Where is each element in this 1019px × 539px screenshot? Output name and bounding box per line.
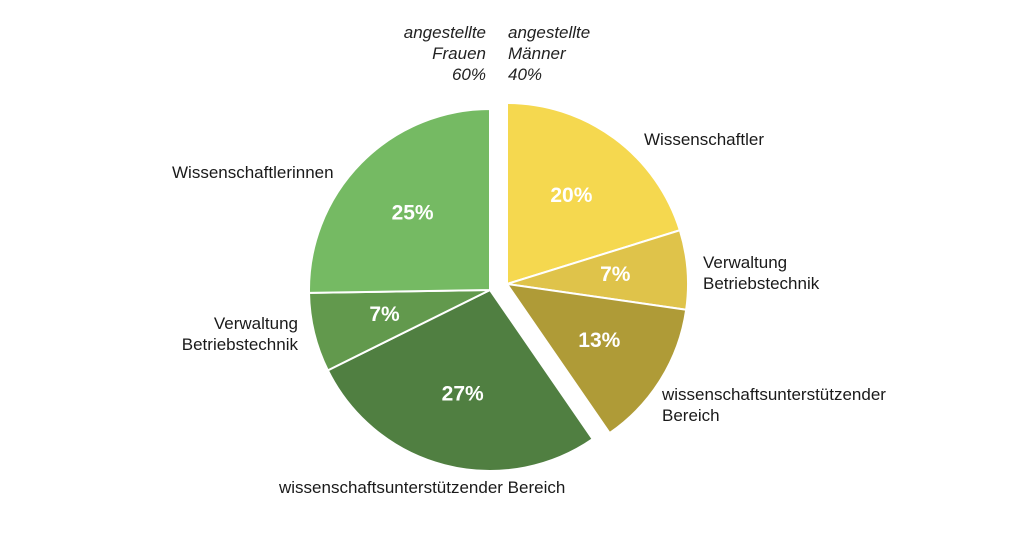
slice-label-wissenschaftsunterstuetzend-frauen: wissenschaftsunterstützender Bereich — [279, 477, 565, 498]
group-header-frauen-line-1: angestellte — [403, 23, 486, 42]
group-header-maenner: angestellte Männer 40% — [508, 22, 590, 85]
group-header-maenner-line-2: Männer — [508, 44, 566, 63]
slice-label-verwaltung-maenner: Verwaltung Betriebstechnik — [703, 252, 819, 294]
group-header-frauen-line-2: Frauen — [432, 44, 486, 63]
slice-wissenschaftsunterstuetzend-maenner-value-label: 13% — [578, 329, 620, 352]
group-header-frauen: angestellte Frauen 60% — [404, 22, 486, 85]
slice-label-verwaltung-frauen-line-2: Betriebstechnik — [181, 335, 298, 354]
slice-label-verwaltung-maenner-line-1: Verwaltung — [703, 253, 788, 272]
group-header-maenner-line-1: angestellte — [508, 23, 591, 42]
slice-label-verwaltung-frauen: Verwaltung Betriebstechnik — [182, 313, 298, 355]
slice-label-wissenschaftlerinnen: Wissenschaftlerinnen — [172, 162, 334, 183]
slice-verwaltung-maenner-value-label: 7% — [600, 263, 631, 286]
slice-label-wissenschaftsunterstuetzend-maenner: wissenschaftsunterstützender Bereich — [662, 384, 886, 426]
slice-label-wissenschaftler-line-1: Wissenschaftler — [644, 130, 764, 149]
slice-label-wissenschaftler: Wissenschaftler — [644, 129, 764, 150]
slice-wissenschaftlerinnen — [308, 108, 491, 294]
slice-label-wissenschaftsunterstuetzend-maenner-line-2: Bereich — [662, 406, 720, 425]
group-header-maenner-line-3: 40% — [508, 65, 543, 84]
slice-wissenschaftlerinnen-value-label: 25% — [392, 201, 434, 224]
slice-wissenschaftsunterstuetzend-frauen-value-label: 27% — [442, 383, 484, 406]
slice-wissenschaftler-value-label: 20% — [550, 184, 592, 207]
slice-wissenschaftler — [506, 102, 681, 285]
slice-verwaltung-frauen-value-label: 7% — [369, 303, 400, 326]
slice-label-verwaltung-maenner-line-2: Betriebstechnik — [703, 274, 820, 293]
slice-label-wissenschaftsunterstuetzend-frauen-line-1: wissenschaftsunterstützender Bereich — [279, 478, 566, 497]
slice-label-verwaltung-frauen-line-1: Verwaltung — [213, 314, 298, 333]
group-header-frauen-line-3: 60% — [451, 65, 486, 84]
slice-wissenschaftsunterstuetzend-maenner — [506, 283, 688, 435]
slice-wissenschaftsunterstuetzend-frauen — [326, 289, 594, 472]
slice-label-wissenschaftlerinnen-line-1: Wissenschaftlerinnen — [172, 163, 334, 182]
slice-label-wissenschaftsunterstuetzend-maenner-line-1: wissenschaftsunterstützender — [662, 385, 886, 404]
